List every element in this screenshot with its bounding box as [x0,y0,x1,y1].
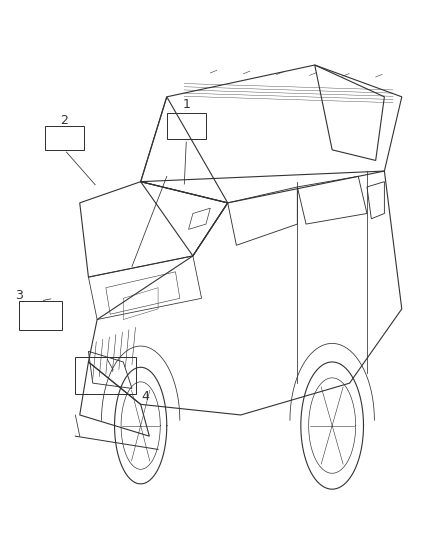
Bar [75,357,136,394]
Bar [167,113,206,139]
Bar [45,126,84,150]
Text: 4: 4 [141,390,149,403]
Text: 1: 1 [182,98,190,111]
Bar [19,301,62,330]
Text: 3: 3 [15,289,23,302]
Text: 2: 2 [60,114,68,127]
